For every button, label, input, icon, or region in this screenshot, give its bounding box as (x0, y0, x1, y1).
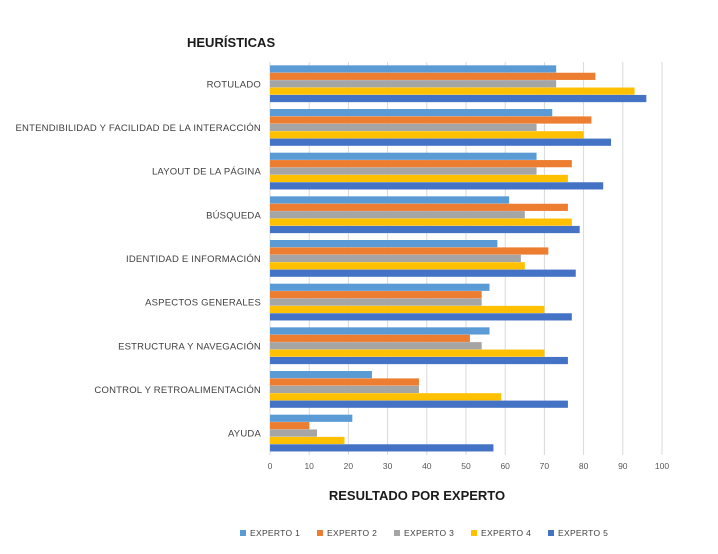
bar-experto-4 (270, 262, 525, 270)
bar-experto-1 (270, 109, 553, 117)
bar-experto-1 (270, 65, 557, 73)
bar-experto-4 (270, 393, 502, 401)
x-tick-label: 100 (655, 461, 669, 471)
bar-experto-4 (270, 87, 635, 95)
legend-swatch (471, 530, 477, 536)
category-label: ESTRUCTURA Y NAVEGACIÓN (118, 341, 261, 352)
legend-swatch (548, 530, 554, 536)
category-label: ROTULADO (207, 79, 261, 90)
category-labels: ROTULADO ENTENDIBILIDAD Y FACILIDAD DE LA… (16, 79, 262, 439)
legend-label: EXPERTO 4 (481, 528, 531, 538)
bar-experto-5 (270, 269, 576, 277)
bar-experto-5 (270, 94, 647, 103)
x-tick-label: 80 (579, 461, 589, 471)
legend-label: EXPERTO 5 (558, 528, 608, 538)
category-label: LAYOUT DE LA PÁGINA (152, 167, 262, 178)
category-label: ASPECTOS GENERALES (145, 298, 261, 309)
legend-label: EXPERTO 3 (404, 528, 454, 538)
bar-experto-4 (270, 349, 545, 357)
bar-experto-4 (270, 174, 568, 183)
bar-experto-1 (270, 240, 498, 248)
x-tick-label: 10 (304, 461, 314, 471)
bar-experto-1 (270, 196, 510, 204)
chart-title: HEURÍSTICAS (187, 35, 275, 50)
bar-experto-3 (270, 298, 482, 306)
bar-experto-4 (270, 218, 572, 226)
legend-label: EXPERTO 1 (250, 528, 300, 538)
legend-swatch (317, 530, 323, 536)
bar-experto-2 (270, 422, 310, 430)
legend: EXPERTO 1 EXPERTO 2 EXPERTO 3 EXPERTO 4 EXPE… (240, 528, 608, 538)
bar-experto-3 (270, 211, 525, 219)
bar-experto-3 (270, 167, 537, 175)
bar-experto-2 (270, 247, 549, 255)
bar-experto-5 (270, 400, 568, 408)
legend-swatch (240, 530, 246, 536)
bar-experto-1 (270, 327, 490, 335)
bar-experto-2 (270, 378, 419, 386)
category-label: AYUDA (228, 429, 261, 440)
bar-experto-2 (270, 334, 470, 342)
bar-experto-1 (270, 283, 490, 291)
bar-experto-3 (270, 254, 521, 262)
bars (270, 65, 647, 452)
bar-experto-3 (270, 342, 482, 350)
category-label: CONTROL Y RETROALIMENTACIÓN (94, 385, 261, 396)
x-tick-label: 20 (344, 461, 354, 471)
bar-experto-2 (270, 160, 572, 168)
x-axis-title: RESULTADO POR EXPERTO (329, 488, 505, 503)
x-tick-label: 90 (618, 461, 628, 471)
bar-experto-5 (270, 356, 568, 365)
bar-experto-5 (270, 182, 604, 190)
x-tick-label: 50 (461, 461, 471, 471)
category-label: BÚSQUEDA (206, 210, 261, 221)
legend-label: EXPERTO 2 (327, 528, 377, 538)
bar-experto-2 (270, 116, 592, 124)
category-label: ENTENDIBILIDAD Y FACILIDAD DE LA INTERAC… (16, 123, 261, 134)
x-tick-label: 60 (500, 461, 510, 471)
bar-experto-1 (270, 414, 353, 422)
legend-swatch (394, 530, 400, 536)
x-tick-label: 0 (268, 461, 273, 471)
bar-experto-2 (270, 291, 482, 299)
bar-experto-5 (270, 313, 572, 321)
bar-experto-4 (270, 131, 584, 139)
bar-experto-4 (270, 305, 545, 314)
x-tick-label: 70 (540, 461, 550, 471)
bar-experto-2 (270, 203, 568, 211)
bar-experto-5 (270, 444, 494, 452)
bar-experto-3 (270, 385, 419, 393)
bar-experto-1 (270, 371, 372, 379)
x-tick-label: 40 (422, 461, 432, 471)
bar-experto-2 (270, 72, 596, 80)
category-label: IDENTIDAD E INFORMACIÓN (126, 254, 261, 265)
bar-experto-3 (270, 429, 318, 437)
bar-experto-3 (270, 123, 537, 131)
bar-experto-1 (270, 152, 537, 160)
bar-experto-3 (270, 80, 557, 88)
x-tick-labels: 0 10 20 30 40 50 60 70 80 90 100 (268, 461, 670, 471)
bar-experto-5 (270, 225, 580, 234)
x-tick-label: 30 (383, 461, 393, 471)
bar-experto-5 (270, 138, 612, 146)
bar-experto-4 (270, 436, 345, 445)
